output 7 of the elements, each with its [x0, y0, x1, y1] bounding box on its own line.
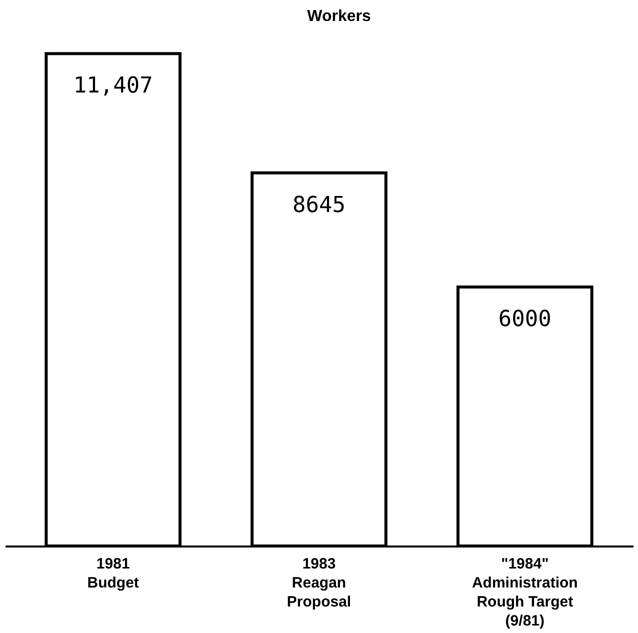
data-label: 11,407 [73, 74, 153, 99]
data-label: 8645 [292, 192, 346, 218]
chart-title: Workers [307, 8, 371, 25]
data-label: 6000 [498, 307, 552, 332]
x-tick-label: 1981 Budget [87, 556, 139, 592]
x-tick-label: 1983 Reagan Proposal [286, 556, 352, 610]
x-tick-label: "1984" Administration Rough Target (9/81) [472, 556, 578, 630]
